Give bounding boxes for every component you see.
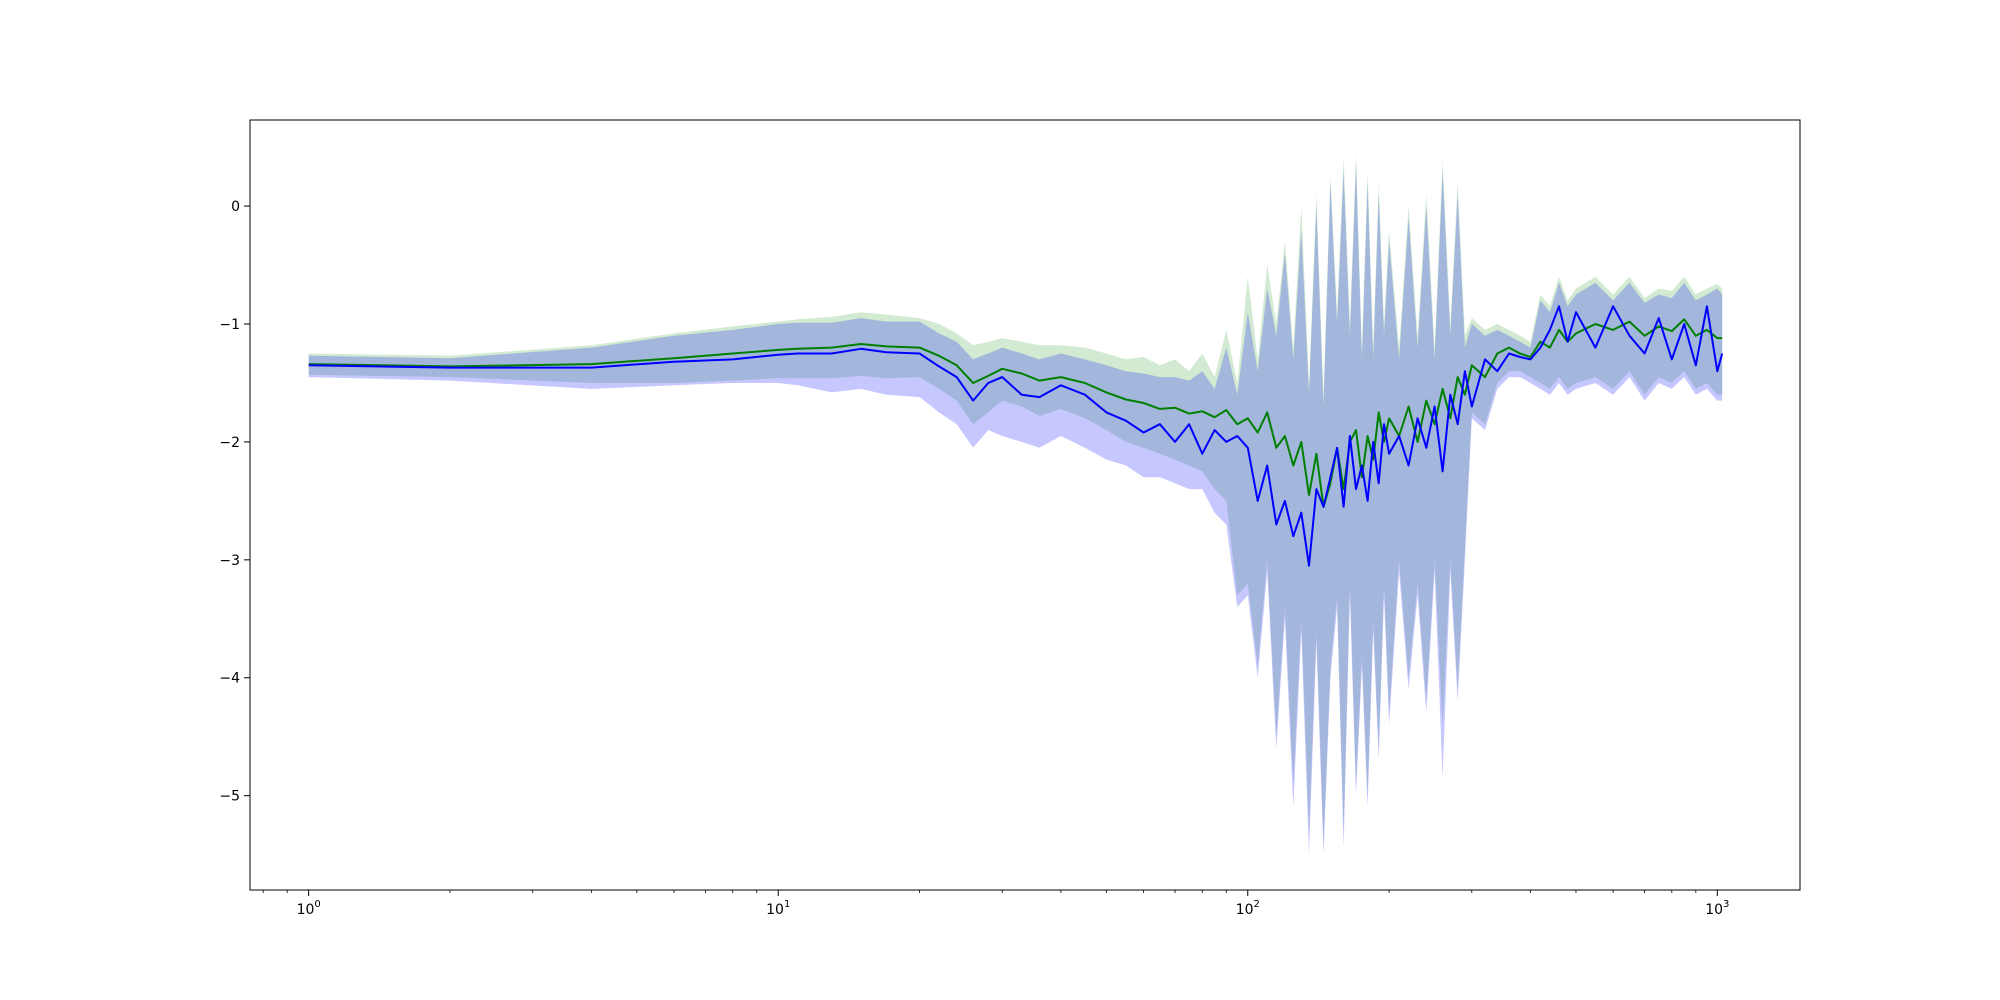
- plot-frame: [249, 119, 1801, 891]
- x-tick-label: 101: [766, 899, 790, 918]
- series-lines: [308, 305, 1724, 567]
- y-tick-label: −2: [219, 435, 240, 451]
- y-tick-label: −5: [219, 789, 240, 805]
- y-tick-label: −4: [219, 671, 240, 687]
- series-1-band: [308, 154, 1723, 843]
- y-tick-label: 0: [231, 199, 240, 215]
- y-tick-label: −3: [219, 553, 240, 569]
- series-2-band: [308, 164, 1723, 855]
- series-2-line: [308, 305, 1724, 567]
- x-tick-label: 100: [297, 899, 321, 918]
- x-tick-label: 102: [1236, 899, 1260, 918]
- confidence-bands: [308, 154, 1723, 855]
- axes: 0 −1 −2 −3 −4 −5 100 101 102 103: [219, 199, 1729, 918]
- y-tick-label: −1: [219, 317, 240, 333]
- x-tick-label: 103: [1705, 899, 1729, 918]
